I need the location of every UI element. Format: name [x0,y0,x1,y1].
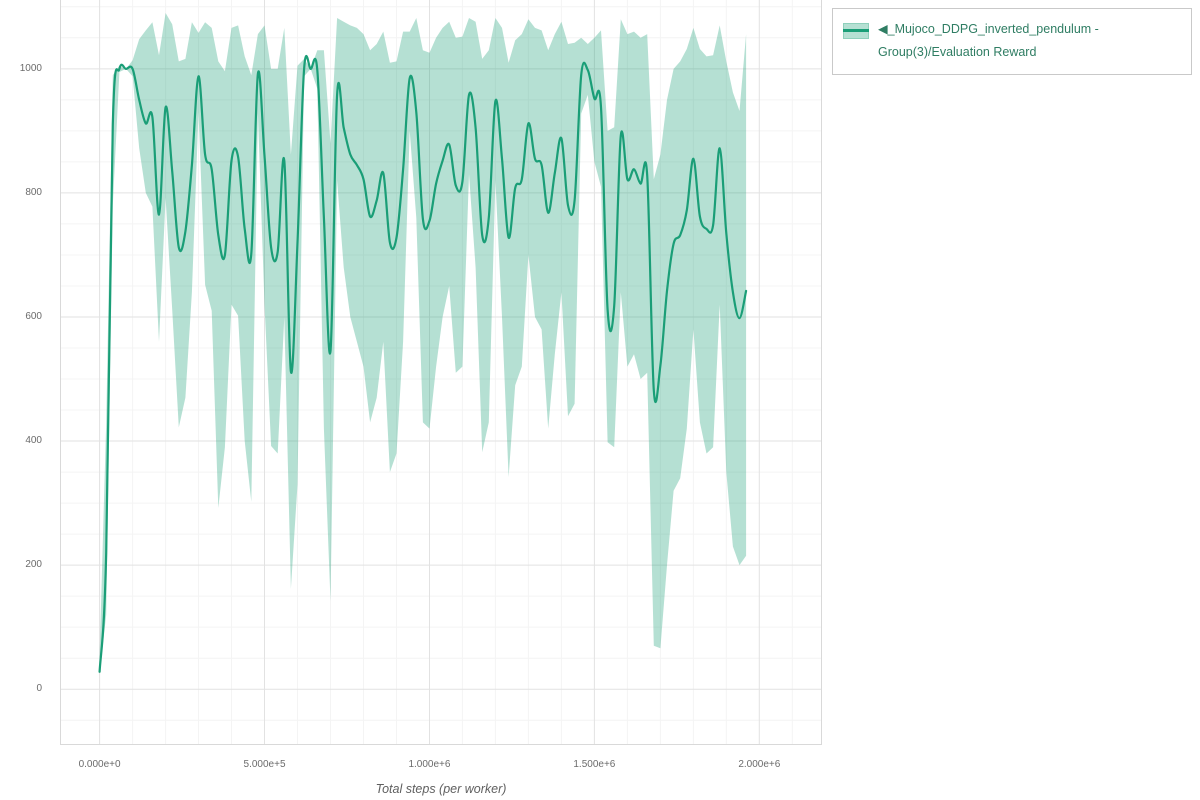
x-tick-label: 1.000e+6 [408,759,451,770]
y-tick-label: 200 [25,559,42,571]
x-tick-label: 1.500e+6 [573,759,616,770]
x-axis-labels: 0.000e+0 5.000e+5 1.000e+6 1.500e+6 2.000e+6 [60,745,822,775]
x-tick-label: 5.000e+5 [243,759,286,770]
y-tick-label: 800 [25,186,42,198]
y-tick-label: 1000 [19,62,42,74]
legend-series-label[interactable]: ◀_Mujoco_DDPG_inverted_pendulum - Group(… [878,22,1099,59]
y-tick-label: 600 [25,310,42,322]
x-tick-label: 0.000e+0 [78,759,121,770]
legend[interactable]: ◀_Mujoco_DDPG_inverted_pendulum - Group(… [832,8,1192,75]
legend-swatch-icon [843,23,869,39]
legend-swatch-line [843,29,869,32]
x-tick-label: 2.000e+6 [738,759,781,770]
y-tick-label: 400 [25,435,42,447]
y-axis-labels: 0 200 400 600 800 1000 [0,0,50,745]
plot-area[interactable] [60,0,822,745]
y-tick-label: 0 [36,683,42,695]
plot-svg[interactable] [60,0,822,745]
x-axis-title: Total steps (per worker) [375,782,507,796]
